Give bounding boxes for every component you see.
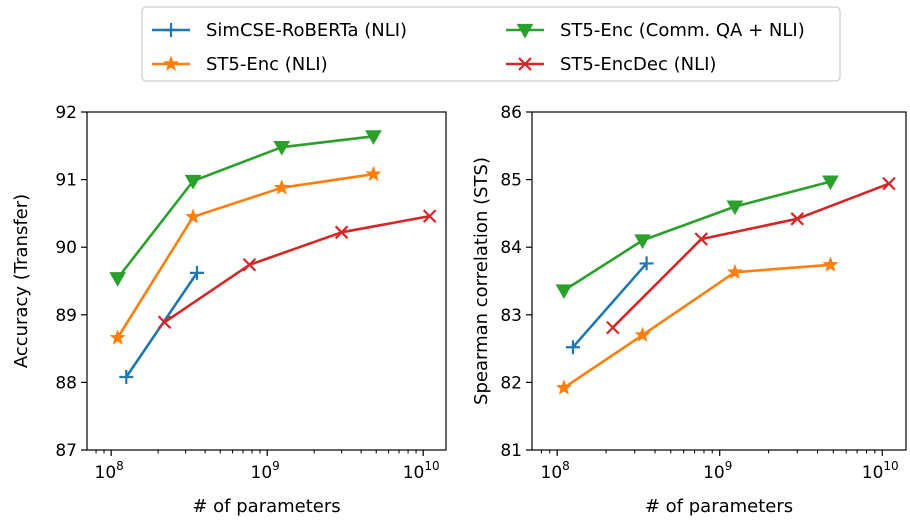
legend-marker [163, 55, 179, 71]
x-tick-label: 109 [703, 459, 732, 483]
data-point [726, 263, 743, 280]
legend-label: SimCSE-RoBERTa (NLI) [206, 20, 407, 41]
series-st5-encdec-nli [606, 176, 896, 335]
y-tick-label: 85 [500, 171, 522, 191]
data-point [273, 141, 291, 156]
series-line [163, 214, 430, 324]
y-tick-label: 88 [55, 373, 77, 393]
y-tick-label: 86 [500, 103, 522, 123]
data-point [555, 379, 572, 395]
x-tick-label: 1010 [403, 459, 440, 483]
data-point [119, 369, 134, 384]
plot-frame [86, 111, 447, 451]
y-tick-label: 91 [55, 171, 77, 191]
sts-spearman-panel: 108 109 1010 81 82 83 84 85 86 # of parameters Spe… [471, 103, 907, 517]
data-point [365, 165, 382, 181]
legend-entry: ST5-Enc (Comm. QA + NLI) [506, 20, 805, 41]
series-st5-encdec-nli [157, 209, 437, 330]
plot-frame [531, 111, 907, 451]
data-point [422, 209, 437, 223]
series-st5-enc-nli [109, 165, 382, 345]
y-axis-label: Accuracy (Transfer) [11, 194, 32, 368]
data-point [694, 232, 709, 246]
series-line [563, 263, 831, 389]
y-tick-label: 83 [500, 306, 522, 326]
legend-entry: SimCSE-RoBERTa (NLI) [152, 20, 407, 41]
transfer-accuracy-panel: 108 109 1010 87 88 89 90 91 92 # of parameters Acc… [11, 103, 447, 517]
y-tick-label: 82 [500, 373, 522, 393]
y-tick-label: 89 [55, 306, 77, 326]
y-tick-label: 81 [500, 441, 522, 461]
x-tick-label: 109 [251, 459, 280, 483]
data-point [273, 179, 290, 195]
series-line [571, 262, 648, 349]
data-point [726, 200, 744, 216]
x-tick-label: 108 [95, 459, 124, 483]
series-line [116, 135, 374, 280]
data-point [334, 225, 349, 240]
legend-marker [164, 23, 178, 37]
legend-label: ST5-Enc (NLI) [206, 54, 328, 75]
x-tick-label: 1010 [862, 459, 899, 483]
data-point [190, 265, 205, 280]
legend-label: ST5-EncDec (NLI) [560, 54, 716, 75]
x-axis-label: # of parameters [192, 496, 340, 517]
data-point [634, 234, 651, 249]
legend-entry: ST5-Enc (NLI) [152, 54, 328, 75]
data-point [185, 208, 202, 224]
legend-marker [518, 57, 532, 71]
y-tick-label: 90 [55, 238, 77, 258]
series-line [116, 172, 374, 339]
y-tick-label: 92 [55, 103, 77, 123]
data-point [606, 320, 620, 335]
legend: SimCSE-RoBERTa (NLI) ST5-Enc (NLI) ST5-Enc… [141, 6, 841, 82]
data-point [639, 256, 654, 271]
series-line [611, 182, 890, 329]
legend-entry: ST5-EncDec (NLI) [506, 54, 716, 75]
data-point [109, 272, 126, 287]
legend-box [141, 6, 841, 82]
data-point [184, 174, 202, 190]
y-tick-label: 87 [55, 441, 77, 461]
x-tick-label: 108 [541, 459, 570, 483]
series-st5-enc-comm-qa-nli [109, 130, 382, 287]
y-axis-label: Spearman correlation (STS) [471, 157, 492, 405]
data-point [882, 176, 896, 191]
x-axis-label: # of parameters [645, 496, 793, 517]
legend-marker [516, 23, 534, 39]
series-simcse-roberta-nli [565, 256, 654, 355]
series-st5-enc-nli [555, 256, 839, 395]
data-point [109, 329, 126, 345]
y-tick-label: 84 [500, 238, 522, 258]
data-point [157, 315, 172, 330]
data-point [242, 257, 257, 272]
data-point [565, 340, 580, 355]
legend-label: ST5-Enc (Comm. QA + NLI) [560, 20, 805, 41]
data-point [822, 256, 839, 272]
data-point [634, 326, 651, 342]
series-st5-enc-comm-qa-nli [555, 175, 839, 299]
data-point [555, 284, 573, 299]
data-point [365, 130, 382, 145]
series-line [563, 180, 831, 292]
data-point [790, 212, 805, 226]
data-point [822, 175, 839, 191]
